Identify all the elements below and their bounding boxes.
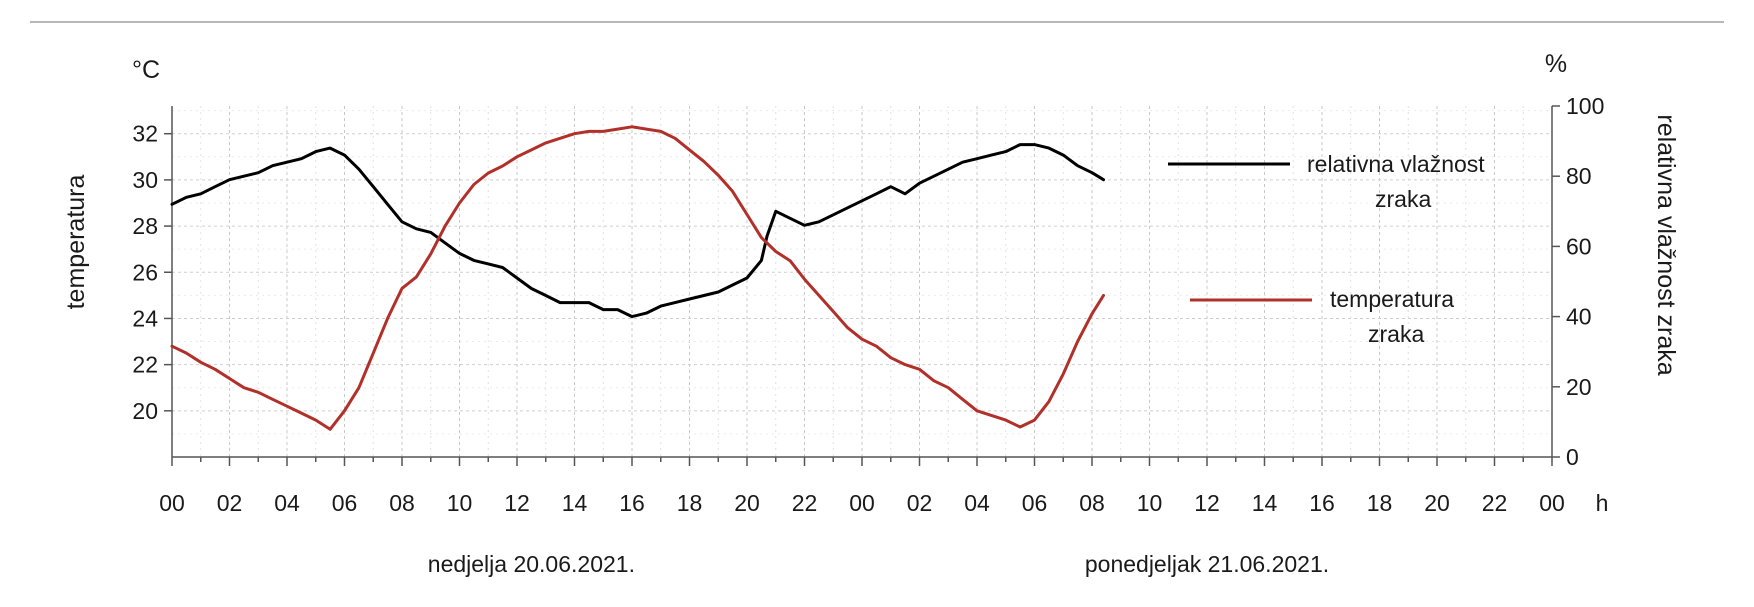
legend-label-humidity: relativna vlažnost zraka	[1307, 151, 1491, 212]
x-tick-label: 02	[217, 490, 243, 516]
x-tick-label: 06	[332, 490, 358, 516]
legend-label-temperature-line2: zraka	[1368, 321, 1424, 347]
x-tick-label: 04	[964, 490, 990, 516]
x-tick-label: 08	[389, 490, 415, 516]
y-left-tick-label: 24	[132, 305, 158, 331]
y-left-unit: °C	[132, 56, 160, 84]
legend-label-temperature-line1: temperatura	[1330, 286, 1454, 312]
x-tick-label: 18	[1367, 490, 1393, 516]
x-tick-label: 10	[1137, 490, 1163, 516]
y-left-tick-label: 26	[132, 259, 158, 285]
x-tick-label: 00	[849, 490, 875, 516]
y-left-tick-label: 32	[132, 121, 158, 147]
y-left-tick-labels: 20 22 24 26 28 30 32	[132, 121, 158, 424]
x-tick-label: 02	[907, 490, 933, 516]
x-tick-label: 12	[504, 490, 530, 516]
y-right-tick-labels: 0 20 40 60 80 100	[1566, 93, 1604, 470]
axes	[164, 105, 1560, 466]
axis-labels: °C % temperatura relativna vlažnost zrak…	[62, 50, 1680, 516]
x-tick-label: 04	[274, 490, 300, 516]
legend-label-temperature: temperatura zraka	[1330, 286, 1460, 347]
x-tick-label: 20	[734, 490, 760, 516]
y-right-tick-label: 60	[1566, 233, 1592, 259]
x-tick-label: 22	[792, 490, 818, 516]
x-tick-label: 18	[677, 490, 703, 516]
x-tick-label: 16	[619, 490, 645, 516]
day-label: ponedjeljak 21.06.2021.	[1085, 551, 1329, 577]
x-tick-label: 00	[1539, 490, 1565, 516]
x-tick-label: 22	[1482, 490, 1508, 516]
y-right-tick-label: 20	[1566, 374, 1592, 400]
legend-label-humidity-line1: relativna vlažnost	[1307, 151, 1485, 177]
y-right-tick-label: 100	[1566, 93, 1604, 119]
series-layer	[170, 125, 1105, 431]
legend-label-humidity-line2: zraka	[1375, 186, 1431, 212]
y-left-axis-title: temperatura	[62, 175, 90, 310]
x-tick-label: 14	[562, 490, 588, 516]
x-tick-label: 06	[1022, 490, 1048, 516]
x-tick-labels: 00 02 04 06 08 10 12 14 16 18 20 22 00 02 04 06 08 10 12 14…	[159, 490, 1565, 516]
series-line-humidity	[170, 143, 1105, 319]
x-tick-label: 14	[1252, 490, 1278, 516]
x-tick-label: 20	[1424, 490, 1450, 516]
y-right-tick-label: 0	[1566, 444, 1579, 470]
y-left-tick-label: 20	[132, 398, 158, 424]
x-axis-unit: h	[1596, 490, 1609, 516]
gridlines	[172, 106, 1552, 457]
x-tick-label: 10	[447, 490, 473, 516]
x-tick-label: 00	[159, 490, 185, 516]
y-right-tick-label: 40	[1566, 304, 1592, 330]
y-left-tick-label: 30	[132, 167, 158, 193]
series-line-temperature	[170, 125, 1105, 431]
y-right-unit: %	[1545, 50, 1567, 78]
y-left-tick-label: 22	[132, 352, 158, 378]
x-tick-label: 16	[1309, 490, 1335, 516]
x-tick-label: 08	[1079, 490, 1105, 516]
x-tick-label: 12	[1194, 490, 1220, 516]
day-label: nedjelja 20.06.2021.	[428, 551, 635, 577]
legend: relativna vlažnost zraka temperatura zra…	[1168, 151, 1491, 347]
y-right-axis-title: relativna vlažnost zraka	[1652, 114, 1680, 375]
y-right-tick-label: 80	[1566, 163, 1592, 189]
y-left-tick-label: 28	[132, 213, 158, 239]
day-labels: nedjelja 20.06.2021. ponedjeljak 21.06.20…	[428, 551, 1329, 577]
